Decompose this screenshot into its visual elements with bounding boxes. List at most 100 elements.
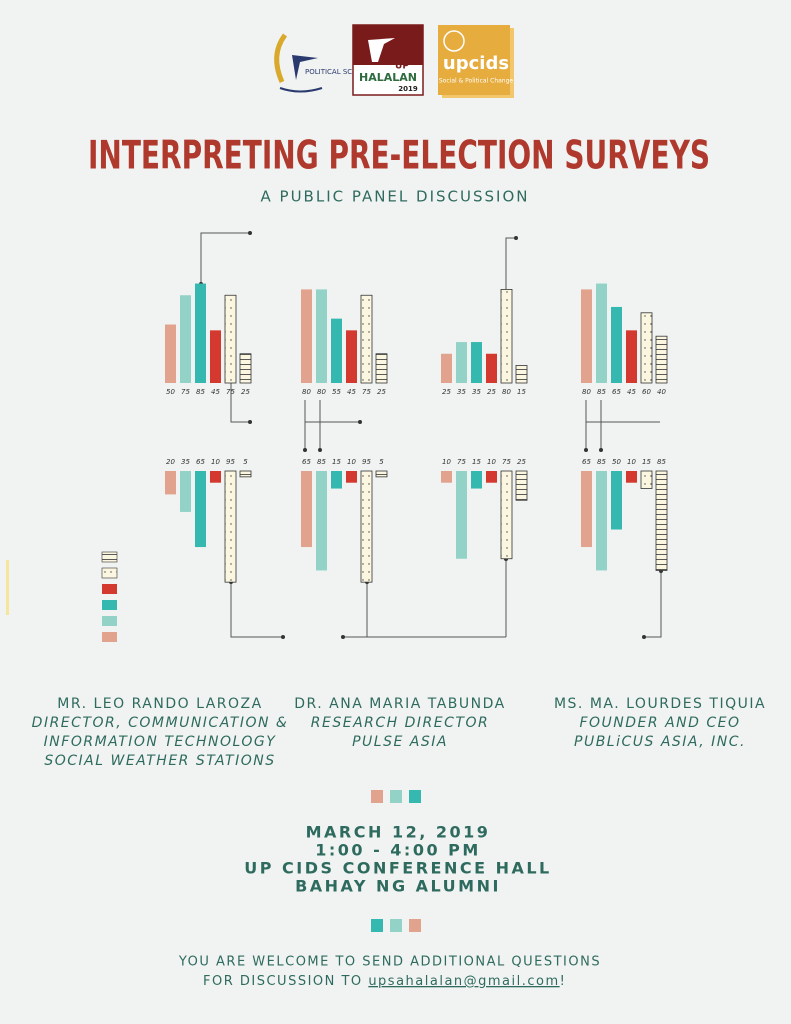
speaker-name: MS. MA. LOURDES TIQUIA: [554, 696, 766, 712]
bar: [239, 353, 252, 384]
value-label: 85: [597, 458, 606, 466]
bar: [611, 306, 622, 383]
bar: [626, 330, 637, 383]
logo-text: upcids: [443, 53, 509, 74]
bar: [360, 294, 373, 384]
bar: [165, 471, 176, 495]
value-label: 25: [241, 388, 250, 396]
bar: [515, 365, 528, 384]
value-label: 80: [302, 388, 311, 396]
bar: [471, 342, 482, 383]
bar: [210, 471, 221, 483]
logo-text: Social & Political Change: [439, 78, 514, 85]
value-label: 80: [502, 388, 511, 396]
value-label: 35: [181, 458, 190, 466]
bar: [640, 470, 653, 489]
bar: [596, 471, 607, 571]
value-label: 85: [317, 458, 326, 466]
value-label: 25: [517, 458, 526, 466]
bar: [360, 470, 373, 583]
logo-text: POLITICAL SCIENCE: [305, 68, 373, 76]
value-label: 25: [487, 388, 496, 396]
value-label: 25: [442, 388, 451, 396]
logo-polsci: POLITICAL SCIENCE: [274, 33, 373, 93]
footer-text: !: [560, 974, 567, 989]
value-label: 85: [597, 388, 606, 396]
bar: [581, 471, 592, 548]
bar: [195, 471, 206, 548]
bar: [596, 283, 607, 383]
value-label: 10: [627, 458, 636, 466]
value-label: 85: [196, 388, 205, 396]
squares: [371, 790, 421, 932]
value-label: 25: [377, 388, 386, 396]
bar: [239, 470, 252, 478]
value-label: 5: [243, 458, 248, 466]
value-label: 10: [487, 458, 496, 466]
legend-swatch: [102, 632, 117, 642]
bar: [456, 471, 467, 559]
event-building: BAHAY NG ALUMNI: [295, 877, 501, 896]
bar: [581, 289, 592, 383]
speaker-role: SOCIAL WEATHER STATIONS: [44, 753, 275, 769]
bar: [611, 471, 622, 530]
logo-text: UP: [395, 62, 409, 72]
bar: [180, 471, 191, 512]
legend-swatch: [102, 616, 117, 626]
logo-halalan: UP HALALAN 2019: [352, 24, 424, 96]
bar: [500, 288, 513, 384]
speaker-role: PULSE ASIA: [352, 734, 448, 750]
bar: [456, 342, 467, 383]
footer-text: FOR DISCUSSION TO: [203, 974, 363, 989]
footer-line: FOR DISCUSSION TO upsahalalan@gmail.com!: [203, 974, 566, 989]
bar: [500, 470, 513, 560]
bar: [165, 324, 176, 383]
bar: [441, 353, 452, 383]
speaker-role: PUBLiCUS ASIA, INC.: [574, 734, 746, 750]
bar: [331, 318, 342, 383]
speaker-name: DR. ANA MARIA TABUNDA: [294, 696, 506, 712]
logo-text: HALALAN: [359, 71, 417, 84]
event-time: 1:00 - 4:00 PM: [315, 841, 481, 860]
bar: [180, 295, 191, 383]
bar: [210, 330, 221, 383]
event-venue: UP CIDS CONFERENCE HALL: [244, 859, 552, 878]
bar: [655, 470, 668, 571]
legend: [101, 551, 118, 642]
speaker-role: RESEARCH DIRECTOR: [311, 715, 489, 731]
footer-line: YOU ARE WELCOME TO SEND ADDITIONAL QUEST…: [178, 955, 601, 970]
value-label: 50: [612, 458, 621, 466]
legend-swatch: [101, 567, 118, 579]
bar: [346, 471, 357, 483]
bar: [195, 283, 206, 383]
legend-swatch: [101, 551, 118, 563]
value-label: 95: [226, 458, 235, 466]
bar: [655, 335, 668, 384]
value-label: 80: [317, 388, 326, 396]
bar: [301, 289, 312, 383]
value-label: 65: [612, 388, 621, 396]
speaker-role: DIRECTOR, COMMUNICATION &: [32, 715, 289, 731]
bar: [471, 471, 482, 489]
value-label: 35: [457, 388, 466, 396]
charts: 50 75 85 45 75 25 80 80 55 45 75 25 25 35 35 25 80 15 80 85…: [165, 283, 668, 583]
logo-cids: upcids Social & Political Change: [438, 25, 514, 98]
bar: [640, 312, 653, 384]
value-label: 75: [457, 458, 466, 466]
bar: [375, 353, 388, 384]
value-label: 10: [442, 458, 451, 466]
bar: [375, 470, 388, 478]
value-label: 45: [347, 388, 356, 396]
value-label: 60: [642, 388, 651, 396]
value-label: 75: [502, 458, 511, 466]
speaker-name: MR. LEO RANDO LAROZA: [57, 696, 262, 712]
bar: [441, 471, 452, 483]
value-label: 15: [642, 458, 651, 466]
bar: [331, 471, 342, 489]
value-label: 10: [211, 458, 220, 466]
speaker-role: INFORMATION TECHNOLOGY: [44, 734, 277, 750]
logo-text: 2019: [398, 85, 418, 93]
email-link[interactable]: upsahalalan@gmail.com: [368, 974, 559, 989]
bar: [316, 289, 327, 383]
value-label: 45: [211, 388, 220, 396]
